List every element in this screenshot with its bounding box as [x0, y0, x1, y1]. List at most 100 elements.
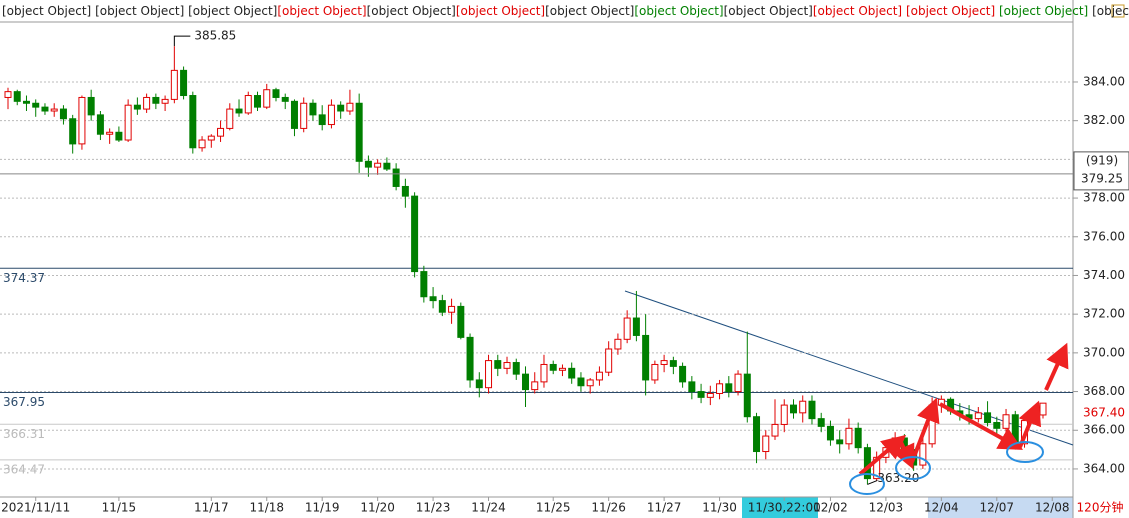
candle-body: [180, 69, 188, 97]
candle-body: [300, 102, 308, 129]
candle-body: [586, 379, 594, 387]
candle-body: [808, 400, 816, 420]
header-item: [object Object]: [545, 4, 634, 18]
annotation: 385.85: [194, 29, 236, 43]
cursor-value: 379.25: [1081, 171, 1123, 185]
cursor-date-box: [742, 497, 818, 518]
candle-body: [254, 95, 262, 108]
candle-body: [327, 104, 335, 126]
candle-body: [50, 108, 58, 112]
x-tick-label: 11/23: [416, 501, 451, 515]
x-tick-label: 11/18: [249, 501, 284, 515]
candle-body: [485, 360, 493, 389]
header-item: [object Object]: [456, 4, 545, 18]
level-label: 366.31: [3, 427, 45, 441]
x-tick-label: 12/08: [1035, 501, 1070, 515]
x-tick-label: 12/04: [924, 501, 959, 515]
candle-body: [198, 139, 206, 149]
candle-body: [124, 104, 132, 141]
cursor-box: [1073, 151, 1129, 191]
candle-body: [87, 96, 95, 116]
candle-body: [411, 195, 419, 273]
candle-body: [217, 127, 225, 137]
candle-body: [309, 102, 317, 116]
candle-body: [420, 271, 428, 298]
candle-body: [494, 360, 502, 369]
candle-body: [836, 439, 844, 445]
y-tick-label: 368.00: [1083, 384, 1125, 398]
header-item: [object Object]: [95, 4, 188, 18]
candle-body: [984, 412, 992, 424]
candle-body: [605, 348, 613, 373]
candle-body: [1011, 414, 1019, 445]
x-tick-label: 11/17: [194, 501, 229, 515]
circles: [849, 441, 1044, 495]
candle-body: [4, 91, 12, 98]
x-tick-label: 12/07: [979, 501, 1014, 515]
trend-line: [624, 290, 1074, 446]
candle-body: [457, 305, 465, 338]
settings-icon[interactable]: [1111, 4, 1125, 18]
candle-body: [743, 373, 751, 418]
candle-body: [854, 427, 862, 449]
y-tick-label: 384.00: [1083, 74, 1125, 88]
x-tick-label: 2021/11/11: [1, 501, 70, 515]
candle-body: [614, 338, 622, 350]
candle-body: [401, 185, 409, 197]
candle-body: [503, 362, 511, 369]
candle-body: [716, 383, 724, 394]
candle-body: [558, 367, 566, 371]
candle-body: [272, 89, 280, 98]
candle-body: [161, 98, 169, 104]
candle-body: [817, 418, 825, 427]
candle-body: [660, 360, 668, 365]
candle-body: [59, 108, 67, 120]
candle-body: [32, 102, 40, 108]
candle-body: [568, 367, 576, 379]
y-tick-label: 376.00: [1083, 229, 1125, 243]
candle-body: [706, 392, 714, 398]
candle-body: [346, 102, 354, 112]
candle-body: [78, 96, 86, 145]
candle-body: [993, 422, 1001, 429]
candle-body: [679, 365, 687, 383]
x-tick-label: 11/24: [471, 501, 506, 515]
candle-body: [466, 336, 474, 381]
x-tick-label: 11/19: [305, 501, 340, 515]
annotation-leader: [173, 35, 191, 47]
candle-body: [290, 100, 298, 129]
candle-body: [383, 162, 391, 170]
y-tick-label: 366.00: [1083, 423, 1125, 437]
candle-body: [799, 400, 807, 414]
candle-body: [318, 114, 326, 126]
header-item: [object Object]: [813, 4, 906, 18]
candle-body: [577, 377, 585, 387]
candle-body: [355, 102, 363, 162]
candle-body: [623, 317, 631, 340]
candle-body: [207, 135, 215, 141]
candle-body: [725, 383, 733, 393]
candle-body: [595, 371, 603, 381]
candle-body: [540, 363, 548, 383]
candle-body: [438, 300, 446, 313]
candle-body: [762, 435, 770, 453]
candle-body: [143, 96, 151, 110]
candle-body: [448, 305, 456, 313]
header-item: [object Object]: [2, 4, 95, 18]
candle-body: [753, 416, 761, 453]
x-tick-label: 12/02: [813, 501, 848, 515]
y-tick-label: 364.00: [1083, 461, 1125, 475]
x-tick-label: 11/15: [102, 501, 137, 515]
candle-body: [41, 106, 49, 112]
candle-body: [1002, 414, 1010, 429]
candle-body: [152, 96, 160, 104]
header-item: [object Object]: [724, 4, 813, 18]
candle-body: [669, 360, 677, 367]
x-tick-label: 11/26: [591, 501, 626, 515]
candle-body: [771, 423, 779, 437]
candle-body: [549, 363, 557, 371]
candle-body: [531, 381, 539, 391]
header: [object Object] [object Object] [object …: [2, 4, 1129, 18]
last-price: 367.40: [1083, 406, 1125, 420]
candle-body: [170, 69, 178, 100]
